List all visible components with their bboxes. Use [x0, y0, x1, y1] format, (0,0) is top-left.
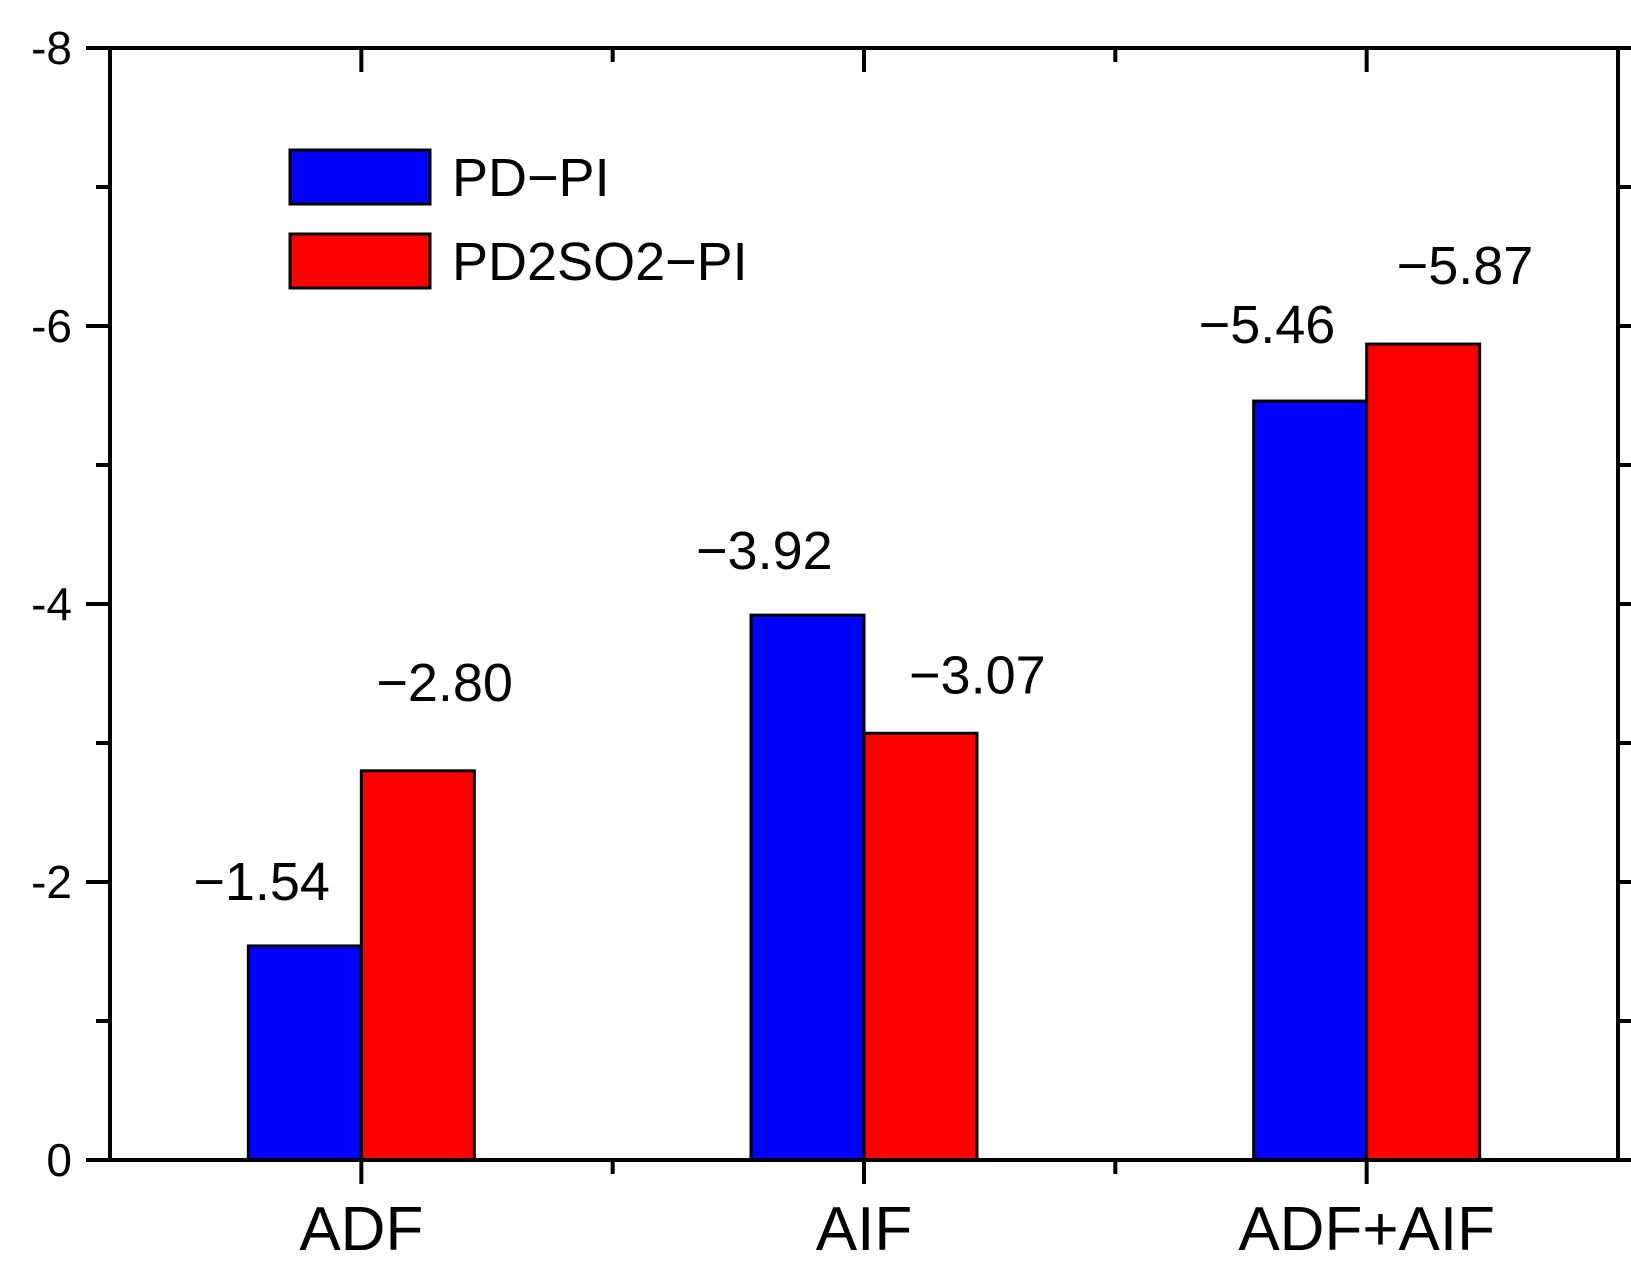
bar-1-3: [1252, 399, 1369, 1162]
data-label-2-1: −2.80: [376, 653, 513, 713]
bar-2-3: [1365, 342, 1482, 1162]
data-label-2-3: −5.87: [1397, 236, 1534, 296]
x-category-label: ADF+AIF: [1238, 1195, 1495, 1264]
data-label-1-3: −5.46: [1199, 295, 1336, 355]
x-category-label: ADF: [299, 1195, 423, 1264]
y-tick-label: 0: [46, 1134, 72, 1186]
data-label-1-2: −3.92: [696, 521, 833, 581]
bar-2-1: [359, 769, 476, 1162]
bar-2-2: [862, 731, 979, 1162]
legend-swatch-1: [288, 148, 432, 206]
data-label-1-1: −1.54: [193, 852, 330, 912]
legend-swatch-2: [288, 232, 432, 290]
data-label-2-2: −3.07: [909, 645, 1046, 705]
y-tick-label: -2: [31, 856, 72, 908]
bar-1-2: [749, 613, 866, 1162]
x-category-label: AIF: [816, 1195, 912, 1264]
y-tick-label: -8: [31, 22, 72, 74]
bar-1-1: [246, 944, 363, 1162]
chart-marks: 0 -2 -4 -6 -8 ADF AIF ADF+AIF −1.54 −2.80 −3.92 −3.…: [31, 22, 1631, 1264]
legend-label-1: PD−PI: [452, 148, 610, 208]
y-tick-label: -6: [31, 300, 72, 352]
y-tick-label: -4: [31, 578, 72, 630]
legend-label-2: PD2SO2−PI: [452, 232, 748, 292]
